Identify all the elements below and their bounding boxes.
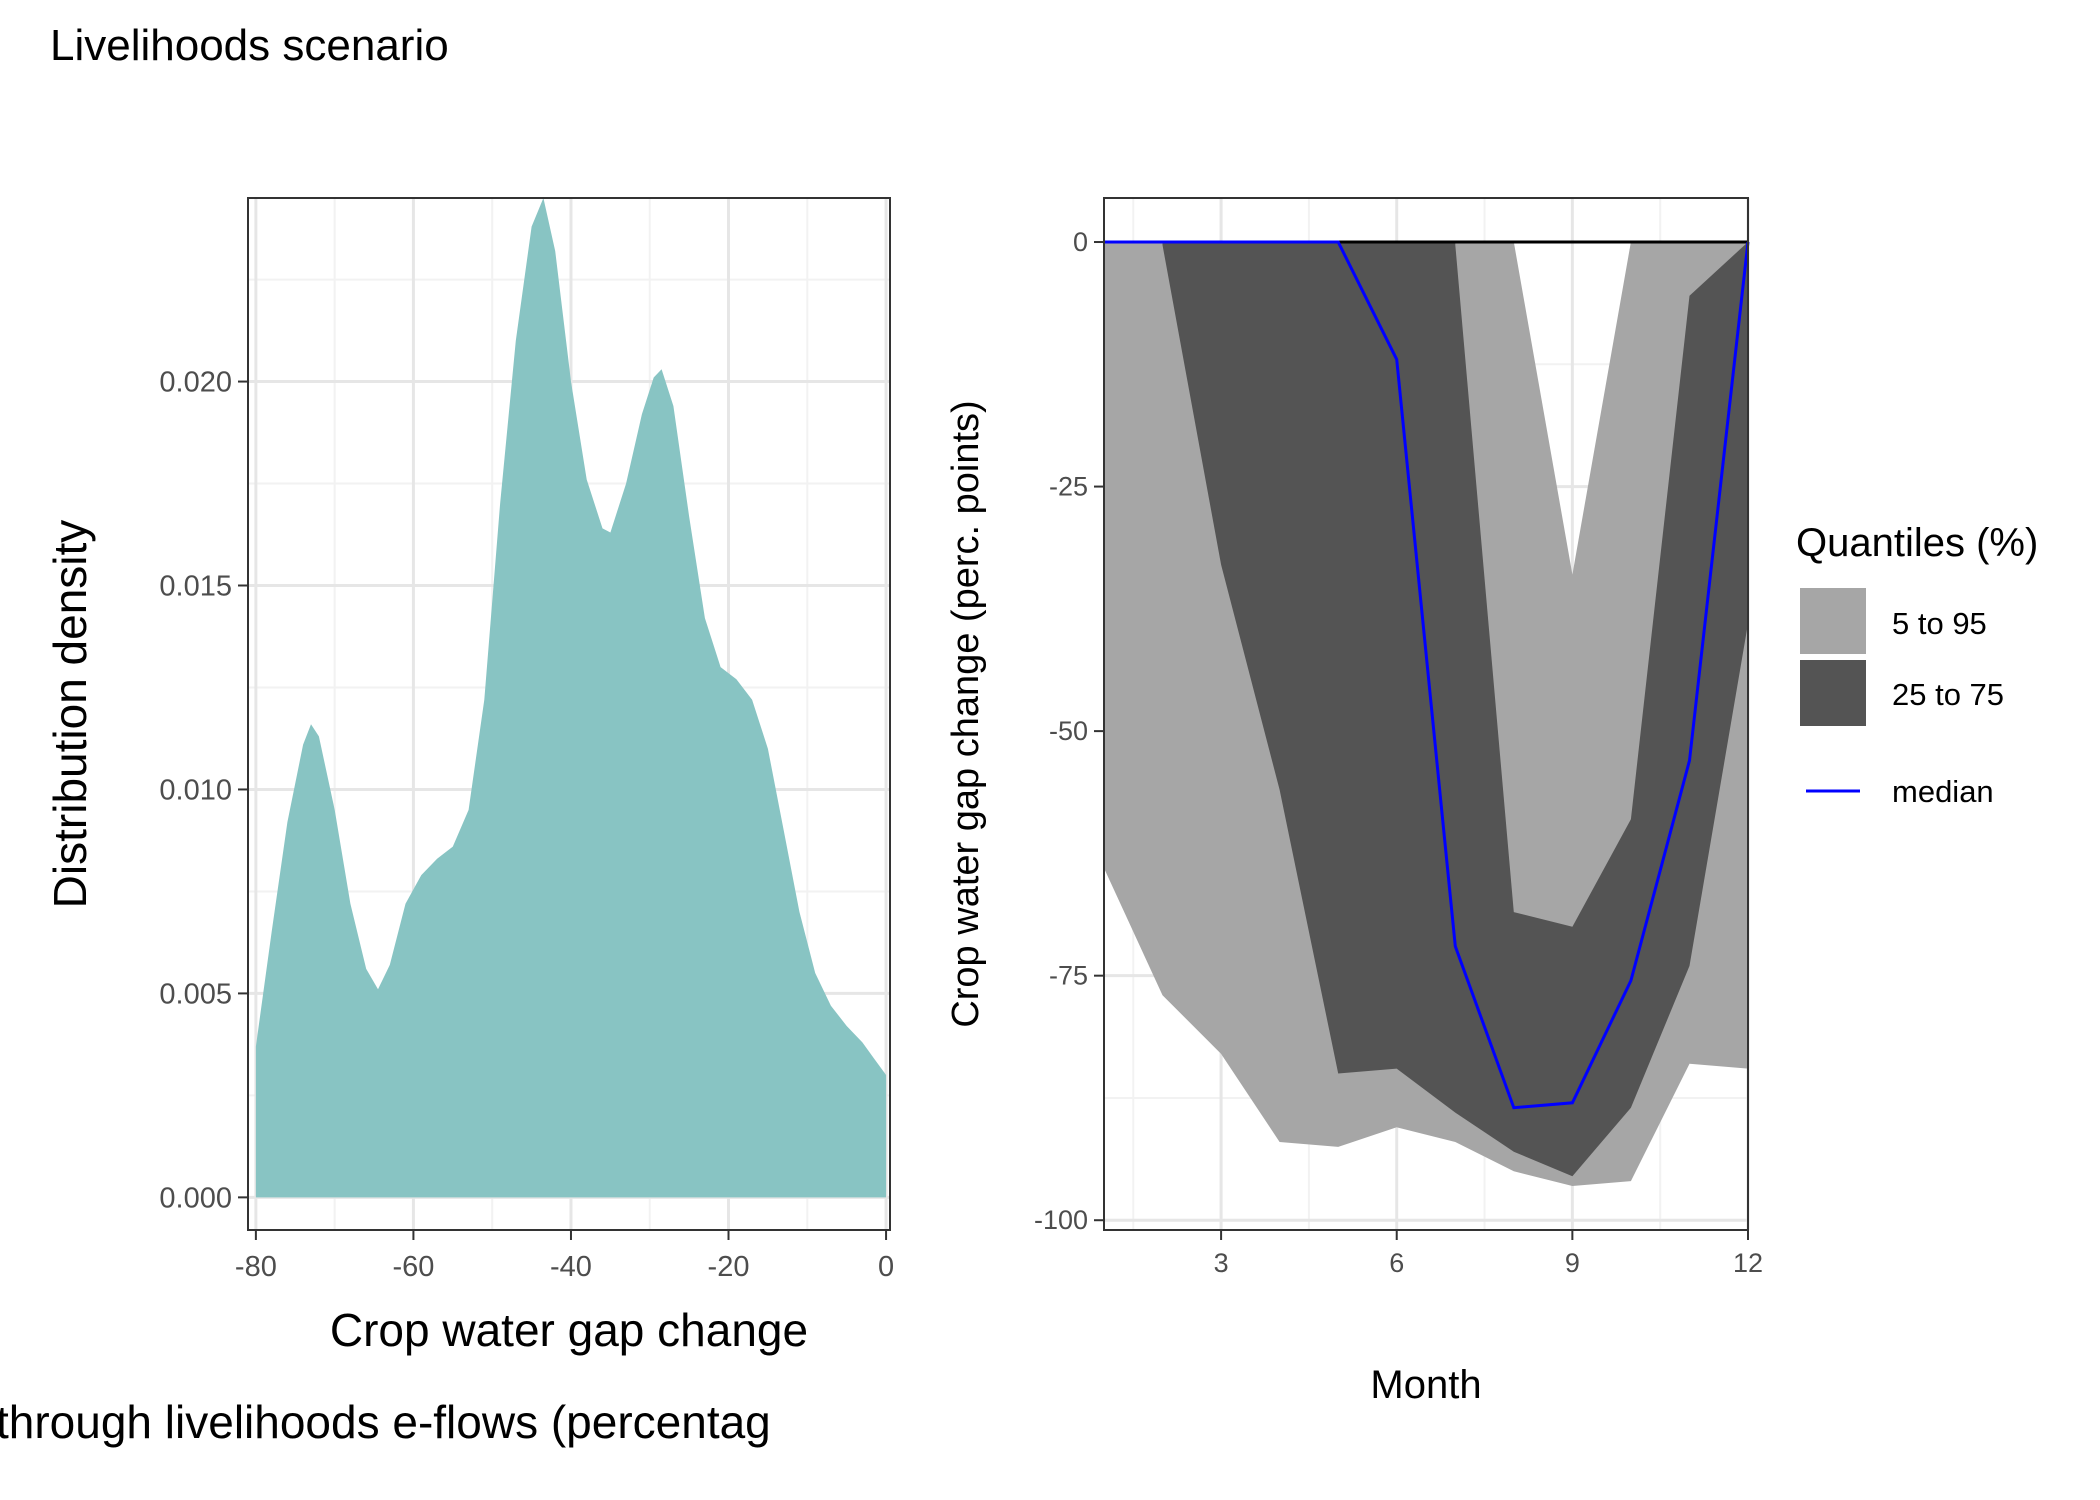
density-y-tick-label: 0.010 — [159, 774, 232, 806]
density-y-axis: 0.000 0.005 0.010 0.015 0.020 — [159, 367, 248, 1214]
quantile-x-axis: 3 6 9 12 — [1214, 1230, 1763, 1278]
density-x-axis: -80 -60 -40 -20 0 — [235, 1230, 894, 1283]
density-x-axis-title: Crop water gap change — [330, 1304, 808, 1356]
density-area — [255, 198, 887, 1198]
density-x-tick-label: -40 — [550, 1251, 592, 1283]
quantile-y-tick-label: -100 — [1034, 1205, 1088, 1235]
density-panel-border — [247, 197, 891, 1231]
density-x-tick-label: -60 — [392, 1251, 434, 1283]
quantile-y-tick-label: -25 — [1049, 472, 1088, 502]
density-y-axis-title: Distribution density — [44, 520, 96, 909]
density-y-tick-label: 0.015 — [159, 571, 232, 603]
figure-title: Livelihoods scenario — [50, 21, 449, 70]
quantile-y-axis-title: Crop water gap change (perc. points) — [945, 400, 987, 1027]
legend-label-25-to-75: 25 to 75 — [1892, 677, 2004, 712]
quantile-x-tick-label: 9 — [1565, 1248, 1580, 1278]
density-y-tick-label: 0.005 — [159, 978, 232, 1010]
legend: Quantiles (%) 5 to 95 25 to 75 median — [1796, 521, 2038, 809]
density-x-axis-title-line2: through livelihoods e-flows (percentag — [0, 1396, 771, 1448]
density-x-tick-label: 0 — [878, 1251, 894, 1283]
density-y-tick-label: 0.020 — [159, 367, 232, 399]
legend-title: Quantiles (%) — [1796, 521, 2038, 565]
density-x-tick-label: -20 — [708, 1251, 750, 1283]
quantile-y-tick-label: -75 — [1049, 961, 1088, 991]
quantile-x-axis-title: Month — [1370, 1363, 1481, 1407]
quantile-x-tick-label: 3 — [1214, 1248, 1229, 1278]
legend-swatch-5-to-95 — [1800, 588, 1866, 654]
quantile-panel-border — [1103, 197, 1749, 1231]
density-y-tick-label: 0.000 — [159, 1182, 232, 1214]
median-line — [1104, 240, 1750, 1110]
band-25-to-75 — [1162, 242, 1748, 1177]
density-x-tick-label: -80 — [235, 1251, 277, 1283]
quantile-y-tick-label: -50 — [1049, 716, 1088, 746]
legend-label-median: median — [1892, 774, 1994, 809]
legend-swatch-25-to-75 — [1800, 660, 1866, 726]
quantile-x-tick-label: 6 — [1389, 1248, 1404, 1278]
quantile-panel: 0 -25 -50 -75 -100 3 6 9 12 Month Crop water ga… — [945, 197, 1763, 1407]
legend-label-5-to-95: 5 to 95 — [1892, 606, 1987, 641]
quantile-y-axis: 0 -25 -50 -75 -100 — [1034, 227, 1104, 1235]
quantile-x-tick-label: 12 — [1733, 1248, 1763, 1278]
quantile-y-tick-label: 0 — [1073, 227, 1088, 257]
